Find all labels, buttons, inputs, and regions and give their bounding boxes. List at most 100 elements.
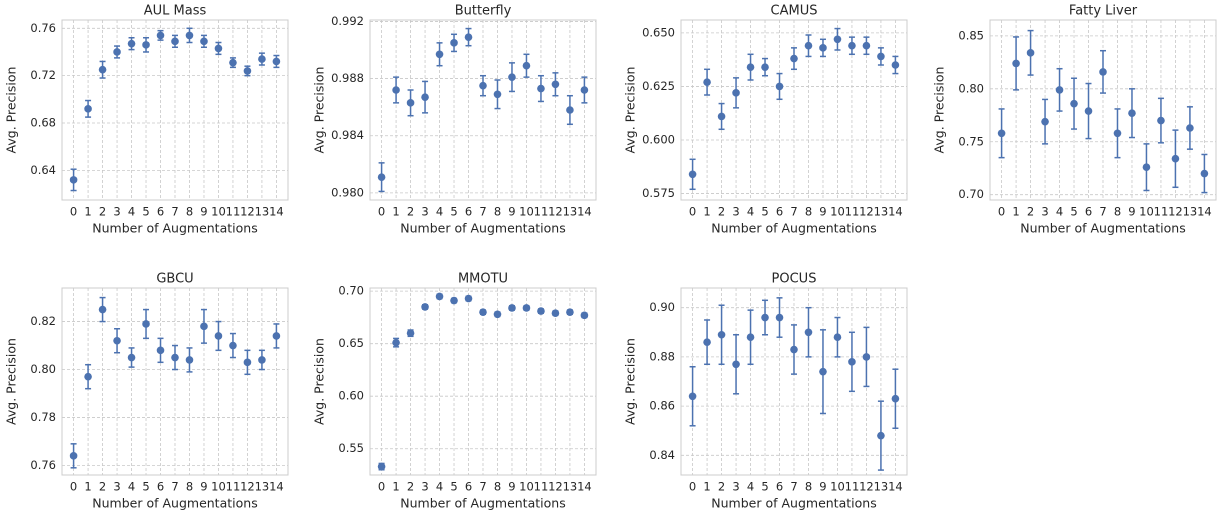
x-tick-label: 14 xyxy=(888,205,903,219)
x-tick-label: 2 xyxy=(718,205,725,219)
point xyxy=(877,431,885,440)
point xyxy=(746,333,755,342)
point xyxy=(891,61,900,69)
x-axis-label: Number of Augmentations xyxy=(711,221,876,236)
y-tick-label: 0.600 xyxy=(642,133,675,147)
point xyxy=(185,31,194,40)
x-tick-label: 14 xyxy=(888,480,903,494)
x-tick-label: 8 xyxy=(494,205,501,219)
x-tick-label: 13 xyxy=(1183,205,1198,219)
point xyxy=(732,89,740,97)
x-tick-label: 5 xyxy=(1070,205,1077,219)
point xyxy=(997,129,1006,138)
x-axis-label: Number of Augmentations xyxy=(1020,221,1185,236)
point xyxy=(142,320,150,328)
point xyxy=(171,37,179,46)
y-tick-label: 0.75 xyxy=(958,134,984,148)
y-tick-label: 0.68 xyxy=(30,116,56,130)
x-axis-label: Number of Augmentations xyxy=(92,496,257,511)
x-tick-label: 0 xyxy=(689,205,696,219)
x-tick-label: 10 xyxy=(519,480,534,494)
y-tick-label: 0.64 xyxy=(30,163,56,177)
point xyxy=(775,82,784,91)
x-tick-label: 4 xyxy=(128,205,135,219)
x-tick-label: 5 xyxy=(142,205,149,219)
plot-frame xyxy=(369,287,597,476)
point xyxy=(200,37,208,46)
x-tick-label: 7 xyxy=(1099,205,1106,219)
y-axis-label: Avg. Precision xyxy=(623,338,638,425)
y-axis-label: Avg. Precision xyxy=(312,67,327,154)
x-tick-label: 14 xyxy=(269,205,284,219)
plot-frame xyxy=(369,19,597,201)
point xyxy=(156,31,165,40)
point xyxy=(229,341,237,350)
point xyxy=(537,84,545,93)
x-tick-label: 0 xyxy=(70,480,77,494)
x-tick-label: 9 xyxy=(819,480,826,494)
y-tick-label: 0.80 xyxy=(30,362,56,376)
point xyxy=(113,336,121,345)
point xyxy=(566,308,574,316)
x-tick-label: 2 xyxy=(99,480,106,494)
subplot-title: GBCU xyxy=(156,272,193,287)
y-tick-label: 0.980 xyxy=(331,185,364,199)
point xyxy=(775,313,784,322)
x-tick-label: 6 xyxy=(157,205,164,219)
x-tick-label: 3 xyxy=(421,480,428,494)
x-tick-label: 14 xyxy=(1197,205,1212,219)
x-axis-label: Number of Augmentations xyxy=(400,496,565,511)
x-tick-label: 10 xyxy=(211,205,226,219)
point xyxy=(819,367,827,376)
y-tick-label: 0.90 xyxy=(649,300,675,314)
y-tick-label: 0.988 xyxy=(331,71,364,85)
point xyxy=(377,462,386,471)
point xyxy=(551,80,560,89)
y-tick-label: 0.65 xyxy=(338,336,364,350)
y-tick-label: 0.82 xyxy=(30,314,56,328)
x-tick-label: 2 xyxy=(407,205,414,219)
y-tick-label: 0.992 xyxy=(331,14,364,28)
plot-frame xyxy=(61,287,289,476)
point xyxy=(435,292,444,301)
point xyxy=(804,41,813,50)
x-tick-label: 14 xyxy=(269,480,284,494)
point xyxy=(833,35,842,44)
point xyxy=(229,58,237,67)
x-tick-label: 14 xyxy=(577,205,592,219)
point xyxy=(127,39,136,48)
point xyxy=(113,48,121,56)
y-tick-label: 0.76 xyxy=(30,458,56,472)
point xyxy=(98,305,107,314)
x-tick-label: 13 xyxy=(255,480,270,494)
point xyxy=(891,394,900,403)
y-tick-label: 0.55 xyxy=(338,441,364,455)
x-tick-label: 12 xyxy=(240,205,255,219)
point xyxy=(1171,154,1180,163)
point xyxy=(392,338,400,347)
subplot-title: CAMUS xyxy=(771,4,818,19)
x-tick-label: 14 xyxy=(577,480,592,494)
x-tick-label: 6 xyxy=(157,480,164,494)
point xyxy=(98,65,107,74)
y-tick-label: 0.60 xyxy=(338,389,364,403)
point xyxy=(1099,68,1107,76)
x-tick-label: 0 xyxy=(378,205,385,219)
point xyxy=(761,313,769,322)
point xyxy=(479,81,487,90)
point xyxy=(1084,107,1093,115)
subplot: 0.550.600.650.700 1 2 3 4 5 6 7 8 9 10 11 12 13 14MMOT… xyxy=(312,272,597,511)
subplot: 0.700.750.800.850 1 2 3 4 5 6 7 8 9 10 11 12 13 14Fatt… xyxy=(932,4,1217,236)
x-tick-label: 13 xyxy=(563,480,578,494)
point xyxy=(790,54,798,63)
point xyxy=(688,392,697,401)
point xyxy=(1041,117,1049,126)
point xyxy=(493,310,502,319)
x-tick-label: 8 xyxy=(494,480,501,494)
x-tick-label: 7 xyxy=(790,480,797,494)
point xyxy=(551,309,560,318)
plot-frame xyxy=(680,287,908,476)
plot-frame xyxy=(989,19,1217,201)
x-tick-label: 13 xyxy=(563,205,578,219)
